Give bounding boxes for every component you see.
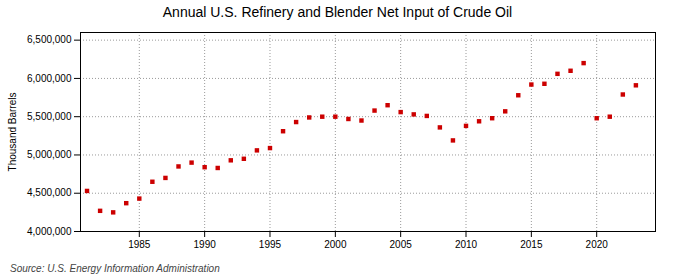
svg-text:5,000,000: 5,000,000 bbox=[27, 149, 72, 160]
svg-text:5,500,000: 5,500,000 bbox=[27, 111, 72, 122]
svg-text:2005: 2005 bbox=[390, 239, 413, 250]
svg-text:2015: 2015 bbox=[520, 239, 543, 250]
html-text:Source: U.S. Energy Informatio: Source: U.S. Energy Information Administ… bbox=[10, 263, 220, 274]
svg-text:1995: 1995 bbox=[259, 239, 282, 250]
svg-text:6,500,000: 6,500,000 bbox=[27, 34, 72, 45]
svg-text:2020: 2020 bbox=[586, 239, 609, 250]
svg-text:2000: 2000 bbox=[324, 239, 347, 250]
svg-text:2010: 2010 bbox=[455, 239, 478, 250]
html-text:Annual U.S. Refinery and Blend: Annual U.S. Refinery and Blender Net Inp… bbox=[162, 4, 513, 20]
svg-text:1990: 1990 bbox=[194, 239, 217, 250]
svg-text:1985: 1985 bbox=[128, 239, 151, 250]
svg-text:Thousand Barrels: Thousand Barrels bbox=[7, 93, 18, 172]
svg-text:4,500,000: 4,500,000 bbox=[27, 187, 72, 198]
svg-text:6,000,000: 6,000,000 bbox=[27, 73, 72, 84]
svg-text:4,000,000: 4,000,000 bbox=[27, 226, 72, 237]
